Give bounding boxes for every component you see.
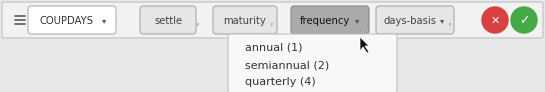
Text: semiannual (2): semiannual (2) bbox=[245, 60, 329, 70]
FancyBboxPatch shape bbox=[228, 34, 397, 92]
Text: annual (1): annual (1) bbox=[245, 43, 302, 53]
FancyBboxPatch shape bbox=[140, 6, 196, 34]
FancyBboxPatch shape bbox=[213, 6, 277, 34]
FancyBboxPatch shape bbox=[291, 6, 369, 34]
FancyBboxPatch shape bbox=[28, 6, 116, 34]
Text: frequency: frequency bbox=[300, 15, 350, 25]
Text: ▾: ▾ bbox=[440, 16, 444, 25]
Text: quarterly (4): quarterly (4) bbox=[245, 77, 316, 87]
Text: maturity: maturity bbox=[223, 15, 267, 25]
Text: ✕: ✕ bbox=[490, 15, 500, 25]
Text: ,: , bbox=[196, 15, 200, 29]
Text: COUPDAYS: COUPDAYS bbox=[40, 15, 94, 25]
Text: ,: , bbox=[366, 15, 370, 29]
FancyBboxPatch shape bbox=[376, 6, 454, 34]
Circle shape bbox=[511, 7, 537, 33]
Text: days-basis: days-basis bbox=[384, 15, 437, 25]
Text: ,: , bbox=[270, 15, 274, 29]
Text: ▾: ▾ bbox=[102, 16, 106, 25]
Text: ▾: ▾ bbox=[355, 16, 359, 25]
Polygon shape bbox=[360, 37, 369, 53]
Text: settle: settle bbox=[154, 15, 182, 25]
Circle shape bbox=[482, 7, 508, 33]
FancyBboxPatch shape bbox=[2, 2, 543, 38]
Text: ,: , bbox=[448, 15, 452, 29]
Text: ✓: ✓ bbox=[519, 14, 529, 27]
